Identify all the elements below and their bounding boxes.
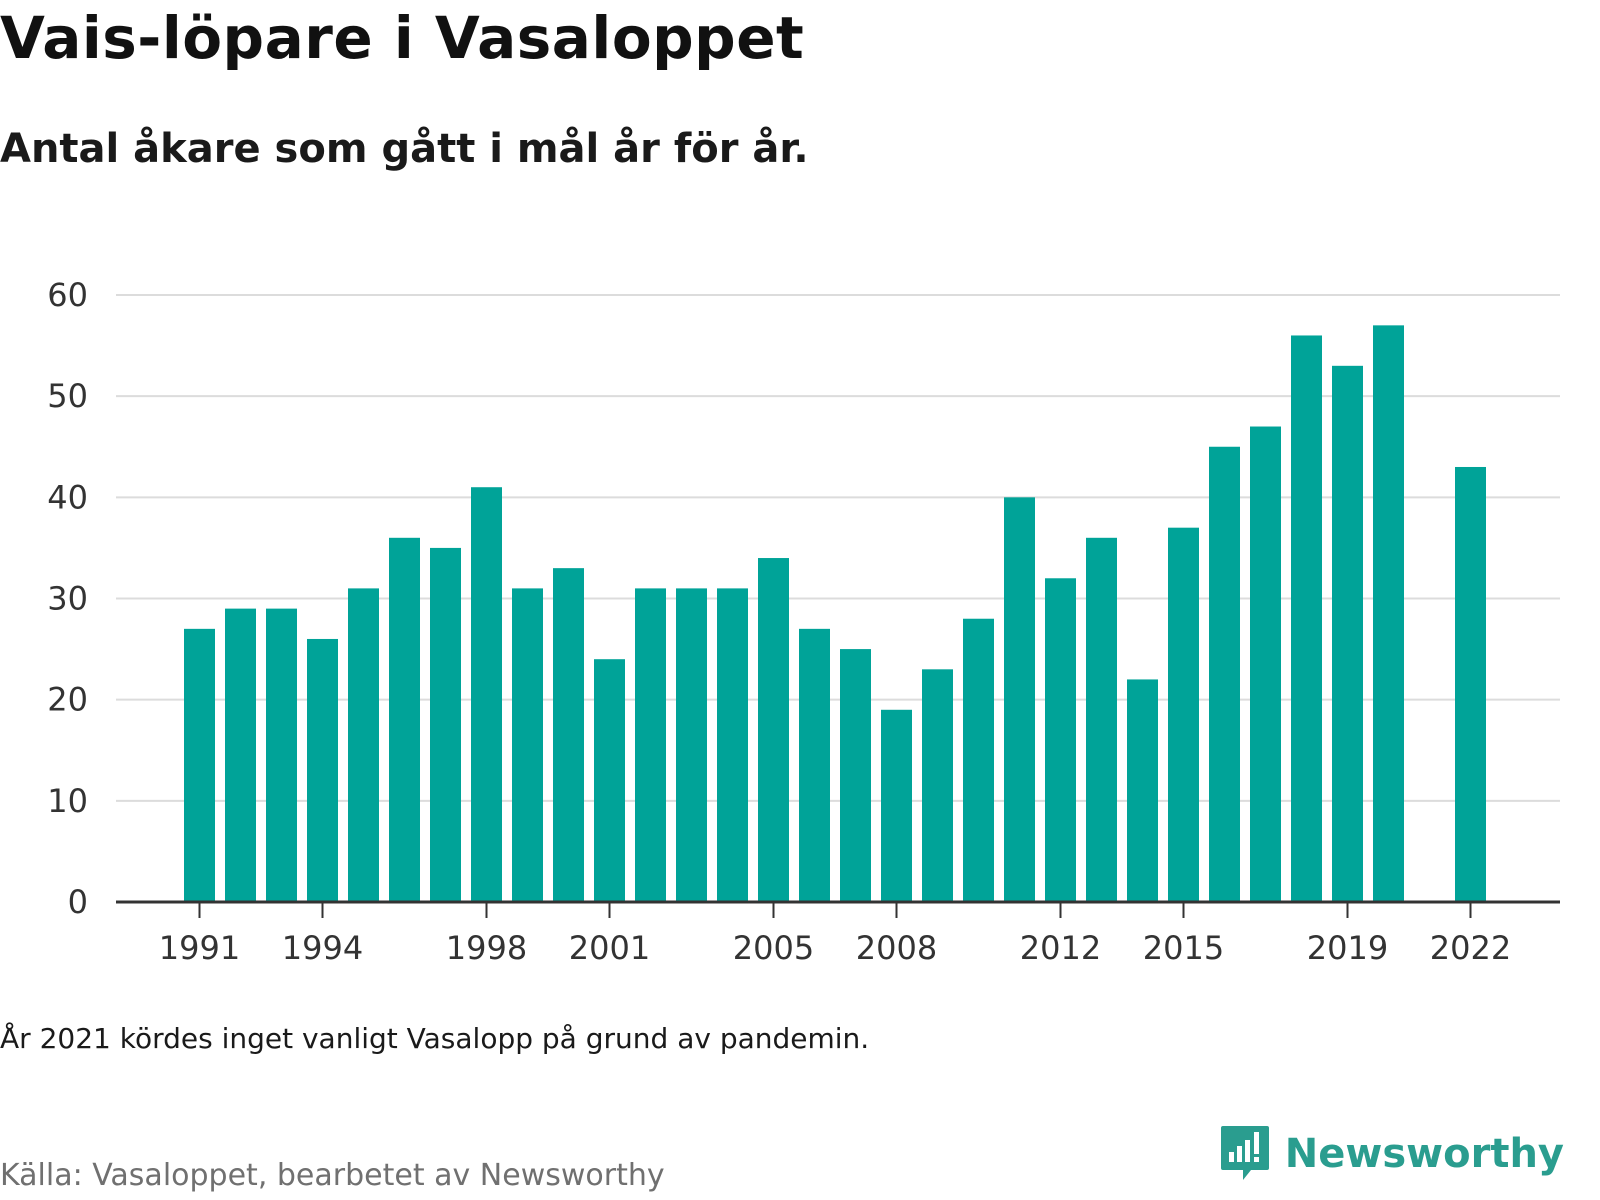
bar-2022 [1455, 466, 1486, 902]
y-tick-label: 10 [47, 782, 88, 820]
chart-subtitle: Antal åkare som gått i mål år för år. [0, 126, 809, 172]
bars [184, 325, 1486, 903]
bar-1999 [512, 588, 543, 902]
bar-1994 [307, 638, 338, 902]
bar-2016 [1209, 446, 1240, 902]
bar-1995 [348, 588, 379, 902]
bar-2015 [1168, 527, 1199, 902]
y-tick-label: 0 [68, 883, 88, 921]
bar-2008 [881, 709, 912, 902]
x-tick-label: 2022 [1430, 929, 1511, 960]
y-tick-label: 40 [47, 478, 88, 516]
bar-2020 [1373, 325, 1404, 903]
x-tick-label: 2015 [1143, 929, 1224, 960]
y-tick-label: 50 [47, 377, 88, 415]
brand-logo: Newsworthy [1219, 1124, 1564, 1184]
bar-2007 [840, 649, 871, 902]
bar-2019 [1332, 365, 1363, 902]
y-tick-label: 20 [47, 681, 88, 719]
y-tick-label: 30 [47, 580, 88, 618]
bar-2018 [1291, 335, 1322, 902]
x-tick-label: 2001 [569, 929, 650, 960]
bar-2000 [553, 568, 584, 902]
x-tick-label: 2005 [733, 929, 814, 960]
x-axis [116, 900, 1560, 918]
bar-2017 [1250, 426, 1281, 902]
bar-1991 [184, 628, 215, 902]
x-tick-label: 1991 [159, 929, 240, 960]
source-credit: Källa: Vasaloppet, bearbetet av Newswort… [0, 1158, 665, 1193]
x-axis-tick-labels: 1991 1994 1998 2001 2005 2008 2012 2015 2019 2022 [159, 929, 1511, 960]
footnote: År 2021 kördes inget vanligt Vasalopp på… [0, 1022, 870, 1055]
bar-1996 [389, 537, 420, 902]
x-tick-label: 1998 [446, 929, 527, 960]
brand-name: Newsworthy [1284, 1131, 1564, 1177]
x-tick-label: 2019 [1307, 929, 1388, 960]
bar-2013 [1086, 537, 1117, 902]
y-axis-tick-labels: 0 10 20 30 40 50 60 [47, 276, 88, 921]
bar-1997 [430, 547, 461, 902]
chart-title: Vais-löpare i Vasaloppet [0, 4, 805, 72]
bar-2012 [1045, 578, 1076, 902]
bar-2005 [758, 558, 789, 902]
bar-chart: 0 10 20 30 40 50 60 1991 1994 1998 2001 2005 2008 20… [47, 276, 1560, 960]
bar-1998 [471, 487, 502, 902]
newsworthy-logo-icon [1220, 1126, 1269, 1180]
bar-2003 [676, 588, 707, 902]
bar-2010 [963, 618, 994, 902]
bar-2006 [799, 628, 830, 902]
bar-1992 [225, 608, 256, 902]
x-tick-label: 2008 [856, 929, 937, 960]
bar-2002 [635, 588, 666, 902]
bar-2011 [1004, 497, 1035, 902]
y-tick-label: 60 [47, 276, 88, 314]
bar-1993 [266, 608, 297, 902]
bar-2001 [594, 659, 625, 902]
bar-2014 [1127, 679, 1158, 902]
bar-2009 [922, 669, 953, 902]
bar-2004 [717, 588, 748, 902]
x-tick-label: 1994 [282, 929, 363, 960]
x-tick-label: 2012 [1020, 929, 1101, 960]
